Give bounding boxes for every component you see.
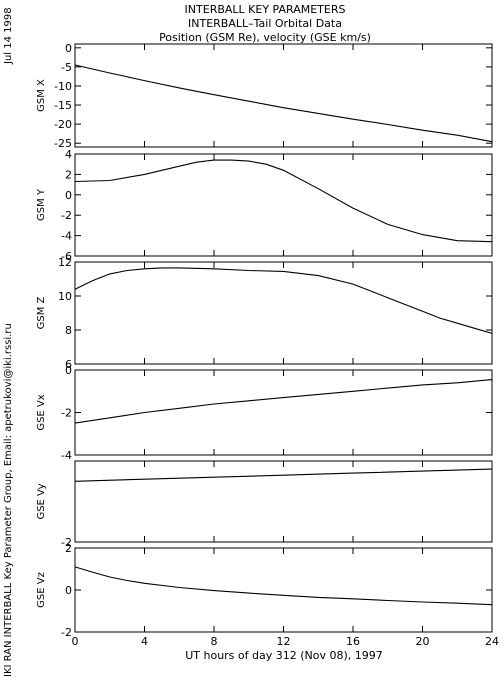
y-tick-label: 2 [65,168,72,181]
y-tick-label: -4 [61,230,72,243]
y-tick-label: -2 [61,536,72,549]
series-line-gse-vz [74,566,493,606]
y-axis-label: GSE Vx [36,394,47,430]
y-tick-label: 6 [65,358,72,371]
panel-2: 4 2 0 -2 -4 -6 GSM Y [36,148,493,263]
side-date-label: Jul 14 1998 [3,7,14,65]
y-axis-label: GSM Y [36,188,47,221]
y-tick-label: -5 [61,61,72,74]
y-axis-label: GSM Z [36,296,47,329]
x-tick-label: 16 [346,635,360,648]
series-line-gsm-x [74,64,493,143]
series-line-gse-vx [74,379,493,424]
chart-title-line2: INTERBALL–Tail Orbital Data [188,17,342,30]
x-axis-label: UT hours of day 312 (Nov 08), 1997 [185,649,383,662]
y-tick-label: 0 [65,42,72,55]
y-tick-label: 0 [65,364,72,377]
panel-frame [74,460,493,543]
series-line-gsm-z [74,267,493,334]
y-tick-label: 0 [65,189,72,202]
y-tick-label: 4 [65,148,72,161]
y-tick-label: -15 [54,99,72,112]
y-tick-label: 0 [65,584,72,597]
y-tick-label: -2 [61,407,72,420]
panel-3: 12 10 8 6 GSM Z [36,256,493,371]
y-tick-label: -2 [61,626,72,639]
chart-title-line1: INTERBALL KEY PARAMETERS [185,3,346,16]
panel-4: 0 -2 -4 GSE Vx [36,364,493,462]
y-tick-label: -4 [61,449,72,462]
y-tick-label: -10 [54,80,72,93]
y-tick-label: -25 [54,137,72,150]
y-tick-label: -2 [61,209,72,222]
panel-1: 0 -5 -10 -15 -20 -25 GSM X [36,42,493,150]
y-tick-label: -6 [61,250,72,263]
x-tick-label: 12 [277,635,291,648]
panel-5: -2 GSE Vy [36,460,493,549]
series-line-gsm-y [74,159,493,243]
side-credit-label: IKI RAN INTERBALL Key Parameter Group, E… [3,323,14,677]
y-axis-label: GSE Vy [36,483,47,519]
x-tick-label: 4 [141,635,148,648]
y-tick-label: -20 [54,118,72,131]
y-tick-label: 12 [58,256,72,269]
panel-frame [74,369,493,456]
series-line-gse-vy [74,468,493,482]
y-tick-label: 10 [58,290,72,303]
panel-frame [74,547,493,633]
y-tick-label: 2 [65,542,72,555]
x-tick-label: 24 [485,635,499,648]
x-tick-label: 8 [211,635,218,648]
x-tick-label: 0 [72,635,79,648]
chart-title-line3: Position (GSM Re), velocity (GSE km/s) [159,31,371,44]
panel-frame [74,153,493,257]
x-tick-label: 20 [416,635,430,648]
y-axis-label: GSM X [36,79,47,112]
y-tick-label: 8 [65,324,72,337]
y-axis-label: GSE Vz [36,572,47,608]
panel-frame [74,261,493,365]
